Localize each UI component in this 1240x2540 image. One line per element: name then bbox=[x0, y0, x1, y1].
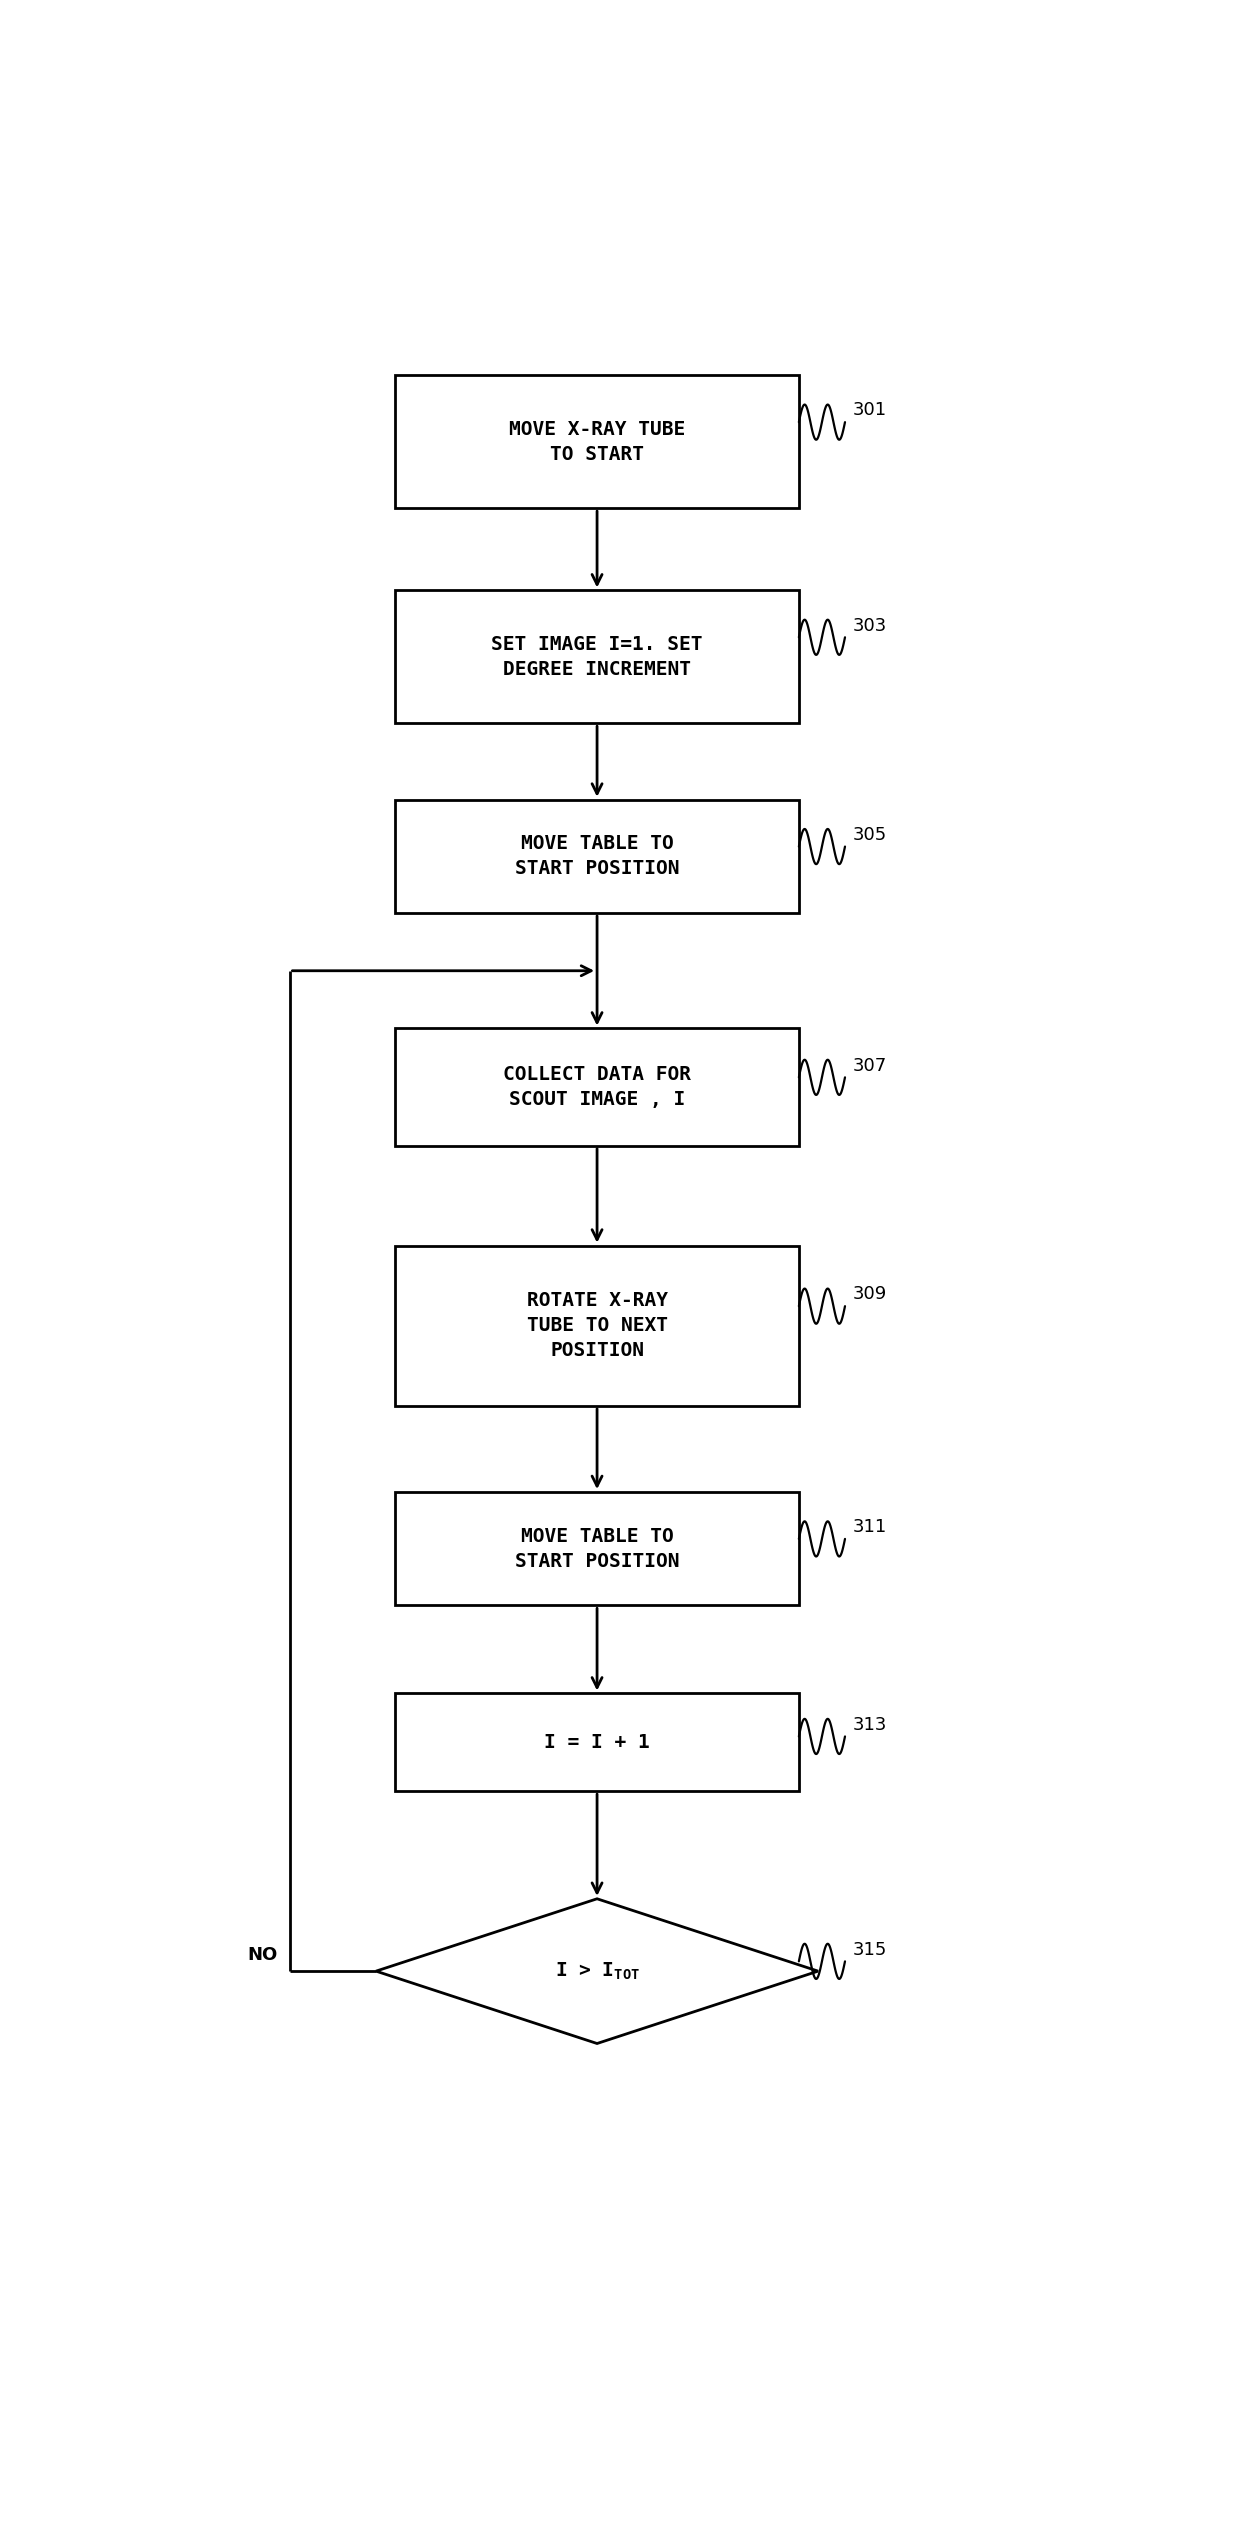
Text: MOVE X-RAY TUBE
TO START: MOVE X-RAY TUBE TO START bbox=[508, 419, 686, 465]
Text: COLLECT DATA FOR
SCOUT IMAGE , I: COLLECT DATA FOR SCOUT IMAGE , I bbox=[503, 1064, 691, 1110]
Bar bbox=[396, 1491, 799, 1605]
Text: 315: 315 bbox=[853, 1941, 887, 1958]
Text: NO: NO bbox=[248, 1946, 278, 1963]
Text: 311: 311 bbox=[853, 1519, 887, 1537]
Text: SET IMAGE I=1. SET
DEGREE INCREMENT: SET IMAGE I=1. SET DEGREE INCREMENT bbox=[491, 635, 703, 678]
Text: 307: 307 bbox=[853, 1057, 887, 1074]
Text: MOVE TABLE TO
START POSITION: MOVE TABLE TO START POSITION bbox=[515, 833, 680, 879]
Text: 305: 305 bbox=[853, 826, 887, 843]
Bar bbox=[396, 1694, 799, 1791]
Bar bbox=[396, 589, 799, 724]
Text: MOVE TABLE TO
START POSITION: MOVE TABLE TO START POSITION bbox=[515, 1527, 680, 1570]
Bar bbox=[396, 1245, 799, 1407]
Text: 309: 309 bbox=[853, 1285, 887, 1303]
Polygon shape bbox=[376, 1900, 818, 2045]
Text: 303: 303 bbox=[853, 617, 887, 635]
Text: 301: 301 bbox=[853, 401, 887, 419]
Bar bbox=[396, 800, 799, 912]
Bar bbox=[396, 1029, 799, 1146]
Text: I = I + 1: I = I + 1 bbox=[544, 1732, 650, 1753]
Text: I > I$_{\mathregular{TOT}}$: I > I$_{\mathregular{TOT}}$ bbox=[554, 1961, 640, 1981]
Text: 313: 313 bbox=[853, 1714, 887, 1735]
Bar bbox=[396, 376, 799, 508]
Text: ROTATE X-RAY
TUBE TO NEXT
POSITION: ROTATE X-RAY TUBE TO NEXT POSITION bbox=[527, 1290, 667, 1361]
